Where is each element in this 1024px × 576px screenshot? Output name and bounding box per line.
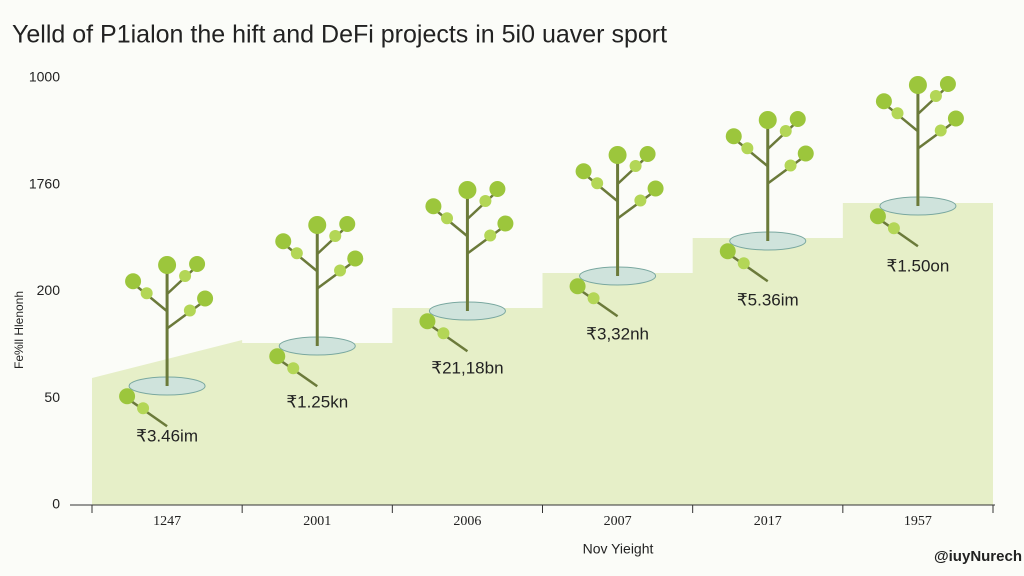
tree-group <box>119 256 214 428</box>
leaf <box>591 177 604 190</box>
x-tick-label: 2006 <box>453 514 481 529</box>
leaf <box>939 76 956 92</box>
leaf <box>419 313 436 330</box>
leaf <box>934 124 947 137</box>
leaf <box>647 180 664 197</box>
x-tick-label: 1957 <box>904 514 932 529</box>
leaf <box>887 222 900 235</box>
leaf <box>629 160 642 172</box>
leaf <box>269 348 286 365</box>
leaf <box>797 145 814 162</box>
watermark: @iuyNurech <box>934 548 1022 565</box>
leaf <box>425 198 442 215</box>
y-tick-label: 1760 <box>29 175 60 191</box>
x-tick-label: 2017 <box>754 514 782 529</box>
value-label: ₹3.46im <box>136 426 198 445</box>
leaf <box>869 208 886 225</box>
leaf <box>189 256 206 272</box>
leaf <box>489 181 506 197</box>
leaf <box>789 111 806 127</box>
leaf <box>458 181 477 199</box>
leaf <box>140 287 153 300</box>
tree-group <box>869 76 964 248</box>
leaf <box>441 212 454 225</box>
leaf <box>179 270 192 282</box>
y-tick-label: 50 <box>44 389 60 405</box>
y-tick-label: 1000 <box>29 69 60 85</box>
y-axis-title: Fe%ll Hlenonh <box>12 291 26 369</box>
leaf <box>875 93 892 110</box>
leaf <box>484 229 497 242</box>
leaf <box>891 107 904 120</box>
leaf <box>197 290 214 307</box>
value-label: ₹5.36im <box>737 290 799 309</box>
y-tick-label: 200 <box>37 282 61 298</box>
leaf <box>784 159 797 172</box>
leaf <box>125 273 142 290</box>
leaf <box>575 163 592 180</box>
y-tick-label: 0 <box>52 496 60 512</box>
leaf <box>137 402 150 415</box>
leaf <box>908 76 927 94</box>
leaf <box>275 233 292 250</box>
leaf <box>119 388 136 405</box>
value-label: ₹1.25kn <box>286 392 348 411</box>
leaf <box>569 278 586 295</box>
leaf <box>479 195 492 207</box>
leaf <box>737 257 750 270</box>
leaf <box>741 142 754 155</box>
leaf <box>347 250 364 267</box>
area <box>92 203 993 505</box>
tree-group <box>269 216 364 388</box>
leaf <box>634 194 647 207</box>
leaf <box>158 256 177 274</box>
x-axis-title: Nov Yieight <box>583 541 654 557</box>
tree-group <box>719 111 814 283</box>
leaf <box>639 146 656 162</box>
tree-group <box>569 146 664 318</box>
x-tick-label: 2007 <box>604 514 632 529</box>
leaf <box>608 146 627 164</box>
leaf <box>290 247 303 260</box>
leaf <box>587 292 600 305</box>
leaf <box>308 216 327 234</box>
leaf <box>758 111 777 129</box>
leaf <box>947 110 964 127</box>
leaf <box>725 128 742 145</box>
leaf <box>329 230 342 242</box>
leaf <box>497 215 514 232</box>
chart-title: Yelld of P1ialon the hift and DeFi proje… <box>12 21 667 49</box>
leaf <box>437 327 450 340</box>
x-tick-label: 1247 <box>153 514 181 529</box>
value-label: ₹3,32nh <box>586 324 649 343</box>
value-label: ₹21,18bn <box>431 358 503 377</box>
x-tick-label: 2001 <box>303 514 331 529</box>
leaf <box>287 362 300 375</box>
leaf <box>719 243 736 260</box>
leaf <box>929 90 942 102</box>
leaf <box>339 216 356 232</box>
leaf <box>183 304 196 317</box>
leaf <box>779 125 792 137</box>
value-label: ₹1.50on <box>887 256 950 275</box>
tree-group <box>419 181 514 353</box>
leaf <box>334 264 347 277</box>
